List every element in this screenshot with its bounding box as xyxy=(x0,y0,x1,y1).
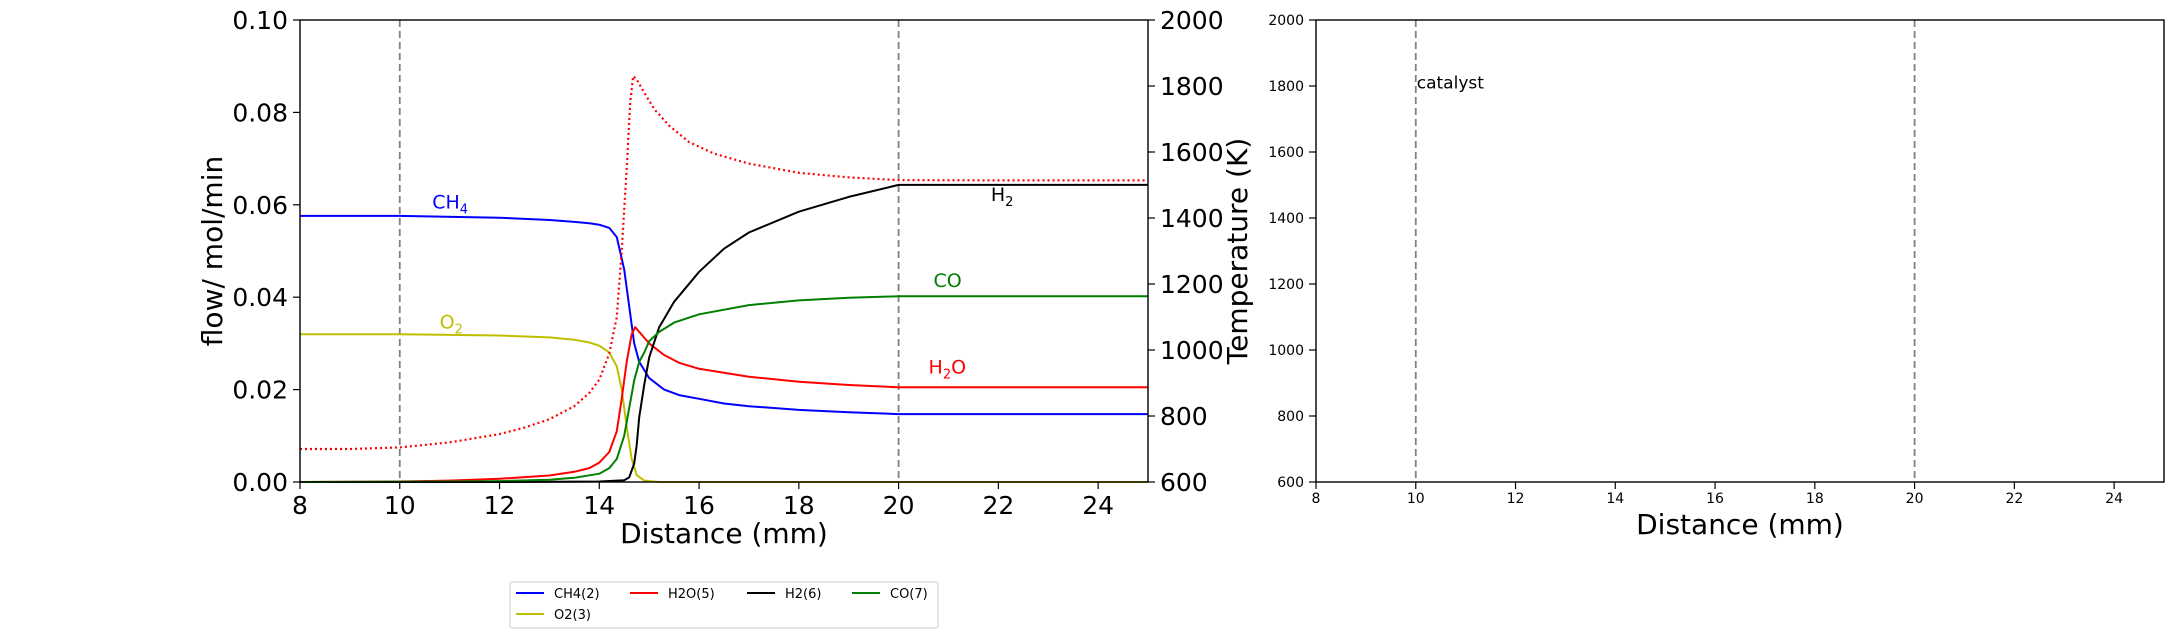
left-series-layer xyxy=(299,74,1148,483)
left-y2tick-tick-label-5: 1600 xyxy=(1160,138,1224,167)
left-y2tick-tick-label-0: 600 xyxy=(1160,468,1208,497)
right-ytick-tick-label-0: 600 xyxy=(1277,475,1304,491)
right-xtick-label-10: 10 xyxy=(1407,491,1425,507)
left-xtick-label-14: 14 xyxy=(583,491,615,520)
left-ytick-tick-label-1: 0.02 xyxy=(232,376,288,405)
left-xtick-label-8: 8 xyxy=(292,491,308,520)
right-ytick-tick-label-5: 1600 xyxy=(1268,145,1304,161)
right-plot-frame xyxy=(1315,19,2165,483)
left-ytick-tick-label-3: 0.06 xyxy=(232,191,288,220)
legend: CH4(2) H2O(5) H2(6) CO(7) O2(3) xyxy=(509,581,939,629)
annotation-o2: O2 xyxy=(440,312,463,338)
right-xtick-label-22: 22 xyxy=(2005,491,2023,507)
right-chart: 8 10 12 14 16 18 20 22 24 600 800 1000 1200 1400 1600… xyxy=(1268,13,2165,541)
legend-label-ch4-2: CH4(2) xyxy=(554,587,600,602)
right-y-ticks: 600 800 1000 1200 1400 1600 1800 2000 xyxy=(1268,13,1316,491)
legend-item-h2o-5: H2O(5) xyxy=(630,587,715,602)
legend-frame xyxy=(509,581,939,629)
right-xtick-label-8: 8 xyxy=(1312,491,1321,507)
series-line-ch4-2 xyxy=(300,214,1148,416)
left-y2tick-tick-label-4: 1400 xyxy=(1160,204,1224,233)
left-xtick-label-16: 16 xyxy=(683,491,715,520)
right-annotations: catalyst xyxy=(1417,74,1484,94)
legend-label-h2-6: H2(6) xyxy=(785,587,821,602)
right-xtick-label-12: 12 xyxy=(1507,491,1525,507)
right-ytick-tick-label-7: 2000 xyxy=(1268,13,1304,29)
left-catalyst-bounds xyxy=(398,20,900,482)
series-line-temperature xyxy=(300,74,1148,451)
right-xtick-label-14: 14 xyxy=(1606,491,1624,507)
left-plot-frame xyxy=(299,19,1149,483)
left-x-axis-label: Distance (mm) xyxy=(620,517,828,550)
right-ytick-tick-label-2: 1000 xyxy=(1268,343,1304,359)
left-y2tick-tick-label-3: 1200 xyxy=(1160,270,1224,299)
left-y2-ticks: 600 800 1000 1200 1400 1600 1800 2000 xyxy=(1148,6,1224,497)
legend-label-o2-3: O2(3) xyxy=(554,608,591,623)
series-line-o2-3 xyxy=(300,333,1148,483)
left-y-ticks: 0.00 0.02 0.04 0.06 0.08 0.10 xyxy=(232,6,300,497)
right-ytick-tick-label-6: 1800 xyxy=(1268,79,1304,95)
left-series-annotations: CH4 O2 H2 CO H2O xyxy=(432,184,1013,382)
right-catalyst-bounds xyxy=(1414,20,1916,482)
left-xtick-label-24: 24 xyxy=(1082,491,1114,520)
annotation-h2o: H2O xyxy=(929,356,967,382)
annotation-ch4: CH4 xyxy=(432,191,468,217)
left-y2-axis-label: Temperature (K) xyxy=(1221,138,1254,365)
annotation-co: CO xyxy=(934,270,962,292)
left-ytick-tick-label-0: 0.00 xyxy=(232,468,288,497)
right-ytick-tick-label-1: 800 xyxy=(1277,409,1304,425)
right-ytick-tick-label-3: 1200 xyxy=(1268,277,1304,293)
right-x-ticks: 8 10 12 14 16 18 20 22 24 xyxy=(1312,482,2123,507)
left-y2tick-tick-label-6: 1800 xyxy=(1160,72,1224,101)
left-ytick-tick-label-5: 0.10 xyxy=(232,6,288,35)
left-chart: 8 10 12 14 16 18 20 22 24 0.000.020.040.060.080.… xyxy=(196,6,1254,550)
series-line-co-7 xyxy=(299,295,1148,483)
right-xtick-label-18: 18 xyxy=(1806,491,1824,507)
left-ytick-tick-label-2: 0.04 xyxy=(232,283,288,312)
legend-item-co-7: CO(7) xyxy=(852,587,928,602)
left-xtick-label-10: 10 xyxy=(384,491,416,520)
series-line-h2o-5 xyxy=(299,326,1148,483)
legend-label-co-7: CO(7) xyxy=(890,587,928,602)
annotation-catalyst: catalyst xyxy=(1417,74,1484,94)
left-xtick-label-18: 18 xyxy=(783,491,815,520)
legend-item-o2-3: O2(3) xyxy=(516,608,591,623)
left-y-axis-label: flow/ mol/min xyxy=(196,156,229,346)
annotation-h2: H2 xyxy=(991,184,1014,210)
right-xtick-label-24: 24 xyxy=(2105,491,2123,507)
right-x-axis-label: Distance (mm) xyxy=(1636,508,1844,541)
left-y2tick-tick-label-1: 800 xyxy=(1160,402,1208,431)
right-ytick-tick-label-4: 1400 xyxy=(1268,211,1304,227)
right-xtick-label-20: 20 xyxy=(1906,491,1924,507)
left-xtick-label-20: 20 xyxy=(883,491,915,520)
left-x-ticks: 8 10 12 14 16 18 20 22 24 xyxy=(292,482,1114,520)
left-xtick-label-12: 12 xyxy=(484,491,516,520)
right-xtick-label-16: 16 xyxy=(1706,491,1724,507)
legend-item-ch4-2: CH4(2) xyxy=(516,587,600,602)
legend-item-h2-6: H2(6) xyxy=(747,587,821,602)
left-y2tick-tick-label-7: 2000 xyxy=(1160,6,1224,35)
legend-label-h2o-5: H2O(5) xyxy=(668,587,715,602)
left-xtick-label-22: 22 xyxy=(982,491,1014,520)
left-y2tick-tick-label-2: 1000 xyxy=(1160,336,1224,365)
left-ytick-tick-label-4: 0.08 xyxy=(232,98,288,127)
series-line-h2-6 xyxy=(300,183,1148,483)
